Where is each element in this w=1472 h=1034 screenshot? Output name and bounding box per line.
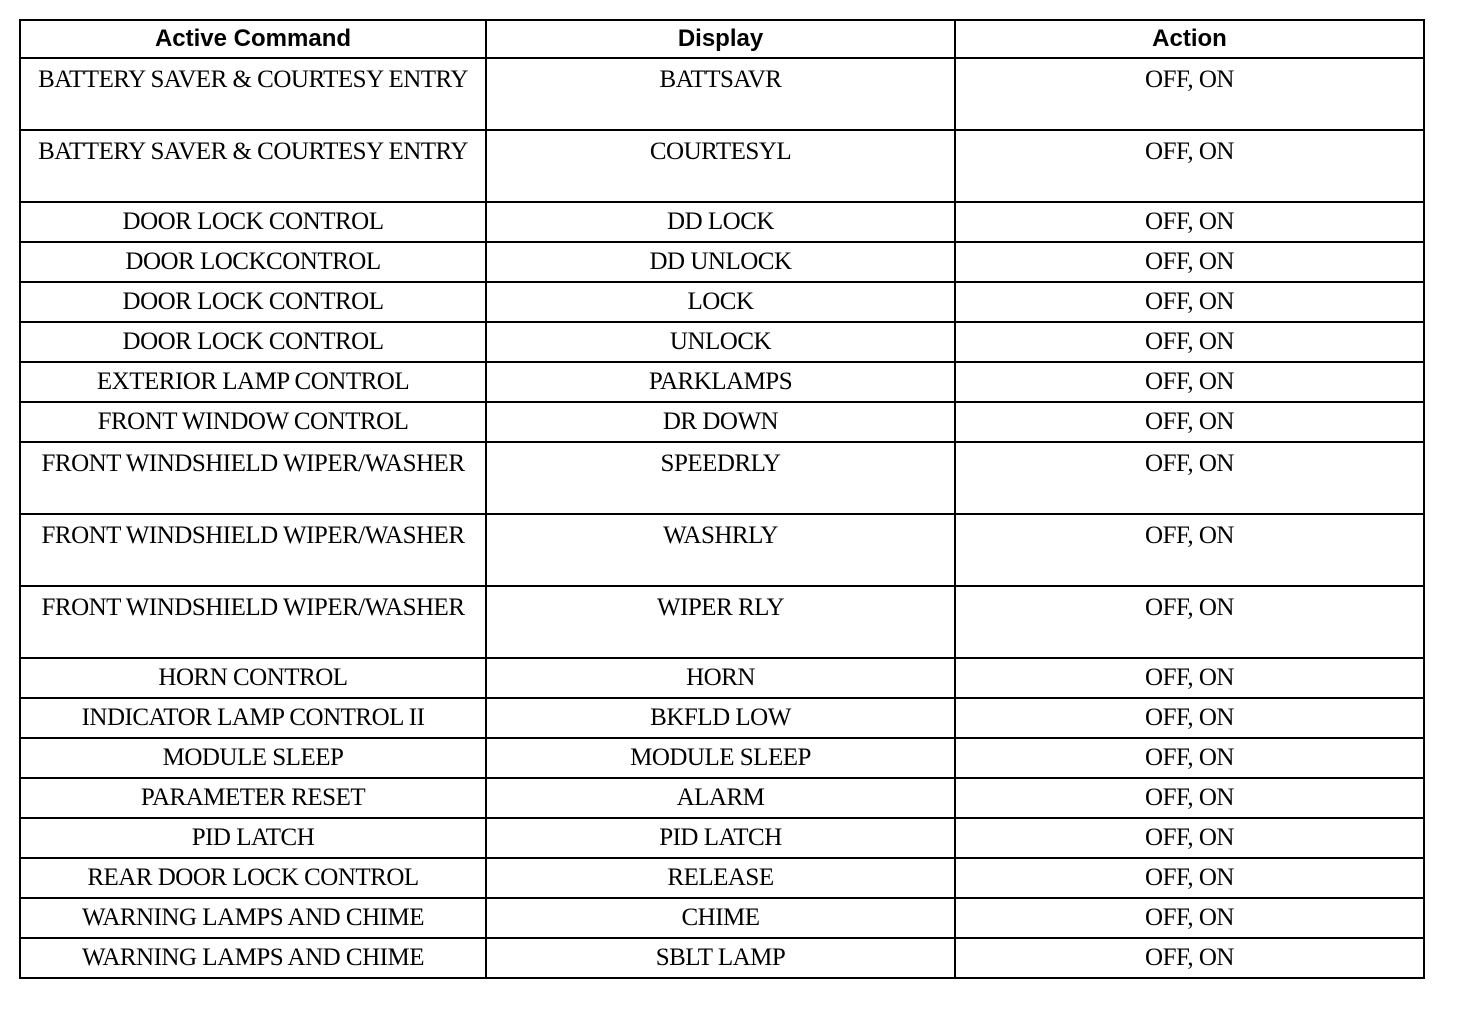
action-cell: OFF, ON xyxy=(954,241,1425,283)
display-cell: DD LOCK xyxy=(485,201,956,243)
action-cell: OFF, ON xyxy=(954,817,1425,859)
table-row: WARNING LAMPS AND CHIME SBLT LAMP OFF, ON xyxy=(19,937,1425,979)
command-cell: PID LATCH xyxy=(19,817,487,859)
action-cell: OFF, ON xyxy=(954,657,1425,699)
command-cell: WARNING LAMPS AND CHIME xyxy=(19,897,487,939)
table-row: FRONT WINDSHIELD WIPER/WASHER WIPER RLY OF… xyxy=(19,585,1425,659)
action-cell: OFF, ON xyxy=(954,857,1425,899)
display-cell: BKFLD LOW xyxy=(485,697,956,739)
action-cell: OFF, ON xyxy=(954,129,1425,203)
table-row: BATTERY SAVER & COURTESY ENTRY BATTSAVR OF… xyxy=(19,57,1425,131)
display-cell: PARKLAMPS xyxy=(485,361,956,403)
command-cell: HORN CONTROL xyxy=(19,657,487,699)
header-display: Display xyxy=(485,19,956,59)
display-cell: DR DOWN xyxy=(485,401,956,443)
display-cell: UNLOCK xyxy=(485,321,956,363)
table-row: HORN CONTROL HORN OFF, ON xyxy=(19,657,1425,699)
display-cell: COURTESYL xyxy=(485,129,956,203)
table-row: WARNING LAMPS AND CHIME CHIME OFF, ON xyxy=(19,897,1425,939)
table-row: MODULE SLEEP MODULE SLEEP OFF, ON xyxy=(19,737,1425,779)
action-cell: OFF, ON xyxy=(954,513,1425,587)
action-cell: OFF, ON xyxy=(954,321,1425,363)
display-cell: RELEASE xyxy=(485,857,956,899)
action-cell: OFF, ON xyxy=(954,777,1425,819)
display-cell: SPEEDRLY xyxy=(485,441,956,515)
command-cell: DOOR LOCK CONTROL xyxy=(19,321,487,363)
header-row: Active Command Display Action xyxy=(19,19,1425,59)
command-cell: PARAMETER RESET xyxy=(19,777,487,819)
command-cell: INDICATOR LAMP CONTROL II xyxy=(19,697,487,739)
display-cell: DD UNLOCK xyxy=(485,241,956,283)
command-cell: MODULE SLEEP xyxy=(19,737,487,779)
display-cell: PID LATCH xyxy=(485,817,956,859)
display-cell: WIPER RLY xyxy=(485,585,956,659)
action-cell: OFF, ON xyxy=(954,401,1425,443)
display-cell: LOCK xyxy=(485,281,956,323)
table-row: EXTERIOR LAMP CONTROL PARKLAMPS OFF, ON xyxy=(19,361,1425,403)
command-cell: EXTERIOR LAMP CONTROL xyxy=(19,361,487,403)
table-row: FRONT WINDSHIELD WIPER/WASHER SPEEDRLY OFF… xyxy=(19,441,1425,515)
action-cell: OFF, ON xyxy=(954,897,1425,939)
action-cell: OFF, ON xyxy=(954,697,1425,739)
action-cell: OFF, ON xyxy=(954,441,1425,515)
table-row: DOOR LOCK CONTROL LOCK OFF, ON xyxy=(19,281,1425,323)
command-cell: BATTERY SAVER & COURTESY ENTRY xyxy=(19,57,487,131)
command-cell: REAR DOOR LOCK CONTROL xyxy=(19,857,487,899)
command-cell: DOOR LOCK CONTROL xyxy=(19,281,487,323)
display-cell: CHIME xyxy=(485,897,956,939)
table-row: DOOR LOCKCONTROL DD UNLOCK OFF, ON xyxy=(19,241,1425,283)
command-cell: DOOR LOCKCONTROL xyxy=(19,241,487,283)
display-cell: BATTSAVR xyxy=(485,57,956,131)
display-cell: WASHRLY xyxy=(485,513,956,587)
action-cell: OFF, ON xyxy=(954,281,1425,323)
action-cell: OFF, ON xyxy=(954,737,1425,779)
table-row: INDICATOR LAMP CONTROL II BKFLD LOW OFF, O… xyxy=(19,697,1425,739)
header-action: Action xyxy=(954,19,1425,59)
display-cell: HORN xyxy=(485,657,956,699)
command-cell: FRONT WINDSHIELD WIPER/WASHER xyxy=(19,441,487,515)
command-cell: FRONT WINDOW CONTROL xyxy=(19,401,487,443)
table-row: DOOR LOCK CONTROL UNLOCK OFF, ON xyxy=(19,321,1425,363)
command-cell: BATTERY SAVER & COURTESY ENTRY xyxy=(19,129,487,203)
table-row: DOOR LOCK CONTROL DD LOCK OFF, ON xyxy=(19,201,1425,243)
display-cell: SBLT LAMP xyxy=(485,937,956,979)
action-cell: OFF, ON xyxy=(954,585,1425,659)
table-row: BATTERY SAVER & COURTESY ENTRY COURTESYL O… xyxy=(19,129,1425,203)
table-row: REAR DOOR LOCK CONTROL RELEASE OFF, ON xyxy=(19,857,1425,899)
command-cell: DOOR LOCK CONTROL xyxy=(19,201,487,243)
action-cell: OFF, ON xyxy=(954,57,1425,131)
command-cell: FRONT WINDSHIELD WIPER/WASHER xyxy=(19,585,487,659)
display-cell: ALARM xyxy=(485,777,956,819)
table-row: FRONT WINDSHIELD WIPER/WASHER WASHRLY OFF,… xyxy=(19,513,1425,587)
action-cell: OFF, ON xyxy=(954,201,1425,243)
active-command-table: Active Command Display Action BATTERY SA… xyxy=(19,19,1425,979)
action-cell: OFF, ON xyxy=(954,361,1425,403)
table-row: FRONT WINDOW CONTROL DR DOWN OFF, ON xyxy=(19,401,1425,443)
command-cell: WARNING LAMPS AND CHIME xyxy=(19,937,487,979)
header-active-command: Active Command xyxy=(19,19,487,59)
action-cell: OFF, ON xyxy=(954,937,1425,979)
table-row: PID LATCH PID LATCH OFF, ON xyxy=(19,817,1425,859)
command-cell: FRONT WINDSHIELD WIPER/WASHER xyxy=(19,513,487,587)
table-row: PARAMETER RESET ALARM OFF, ON xyxy=(19,777,1425,819)
display-cell: MODULE SLEEP xyxy=(485,737,956,779)
